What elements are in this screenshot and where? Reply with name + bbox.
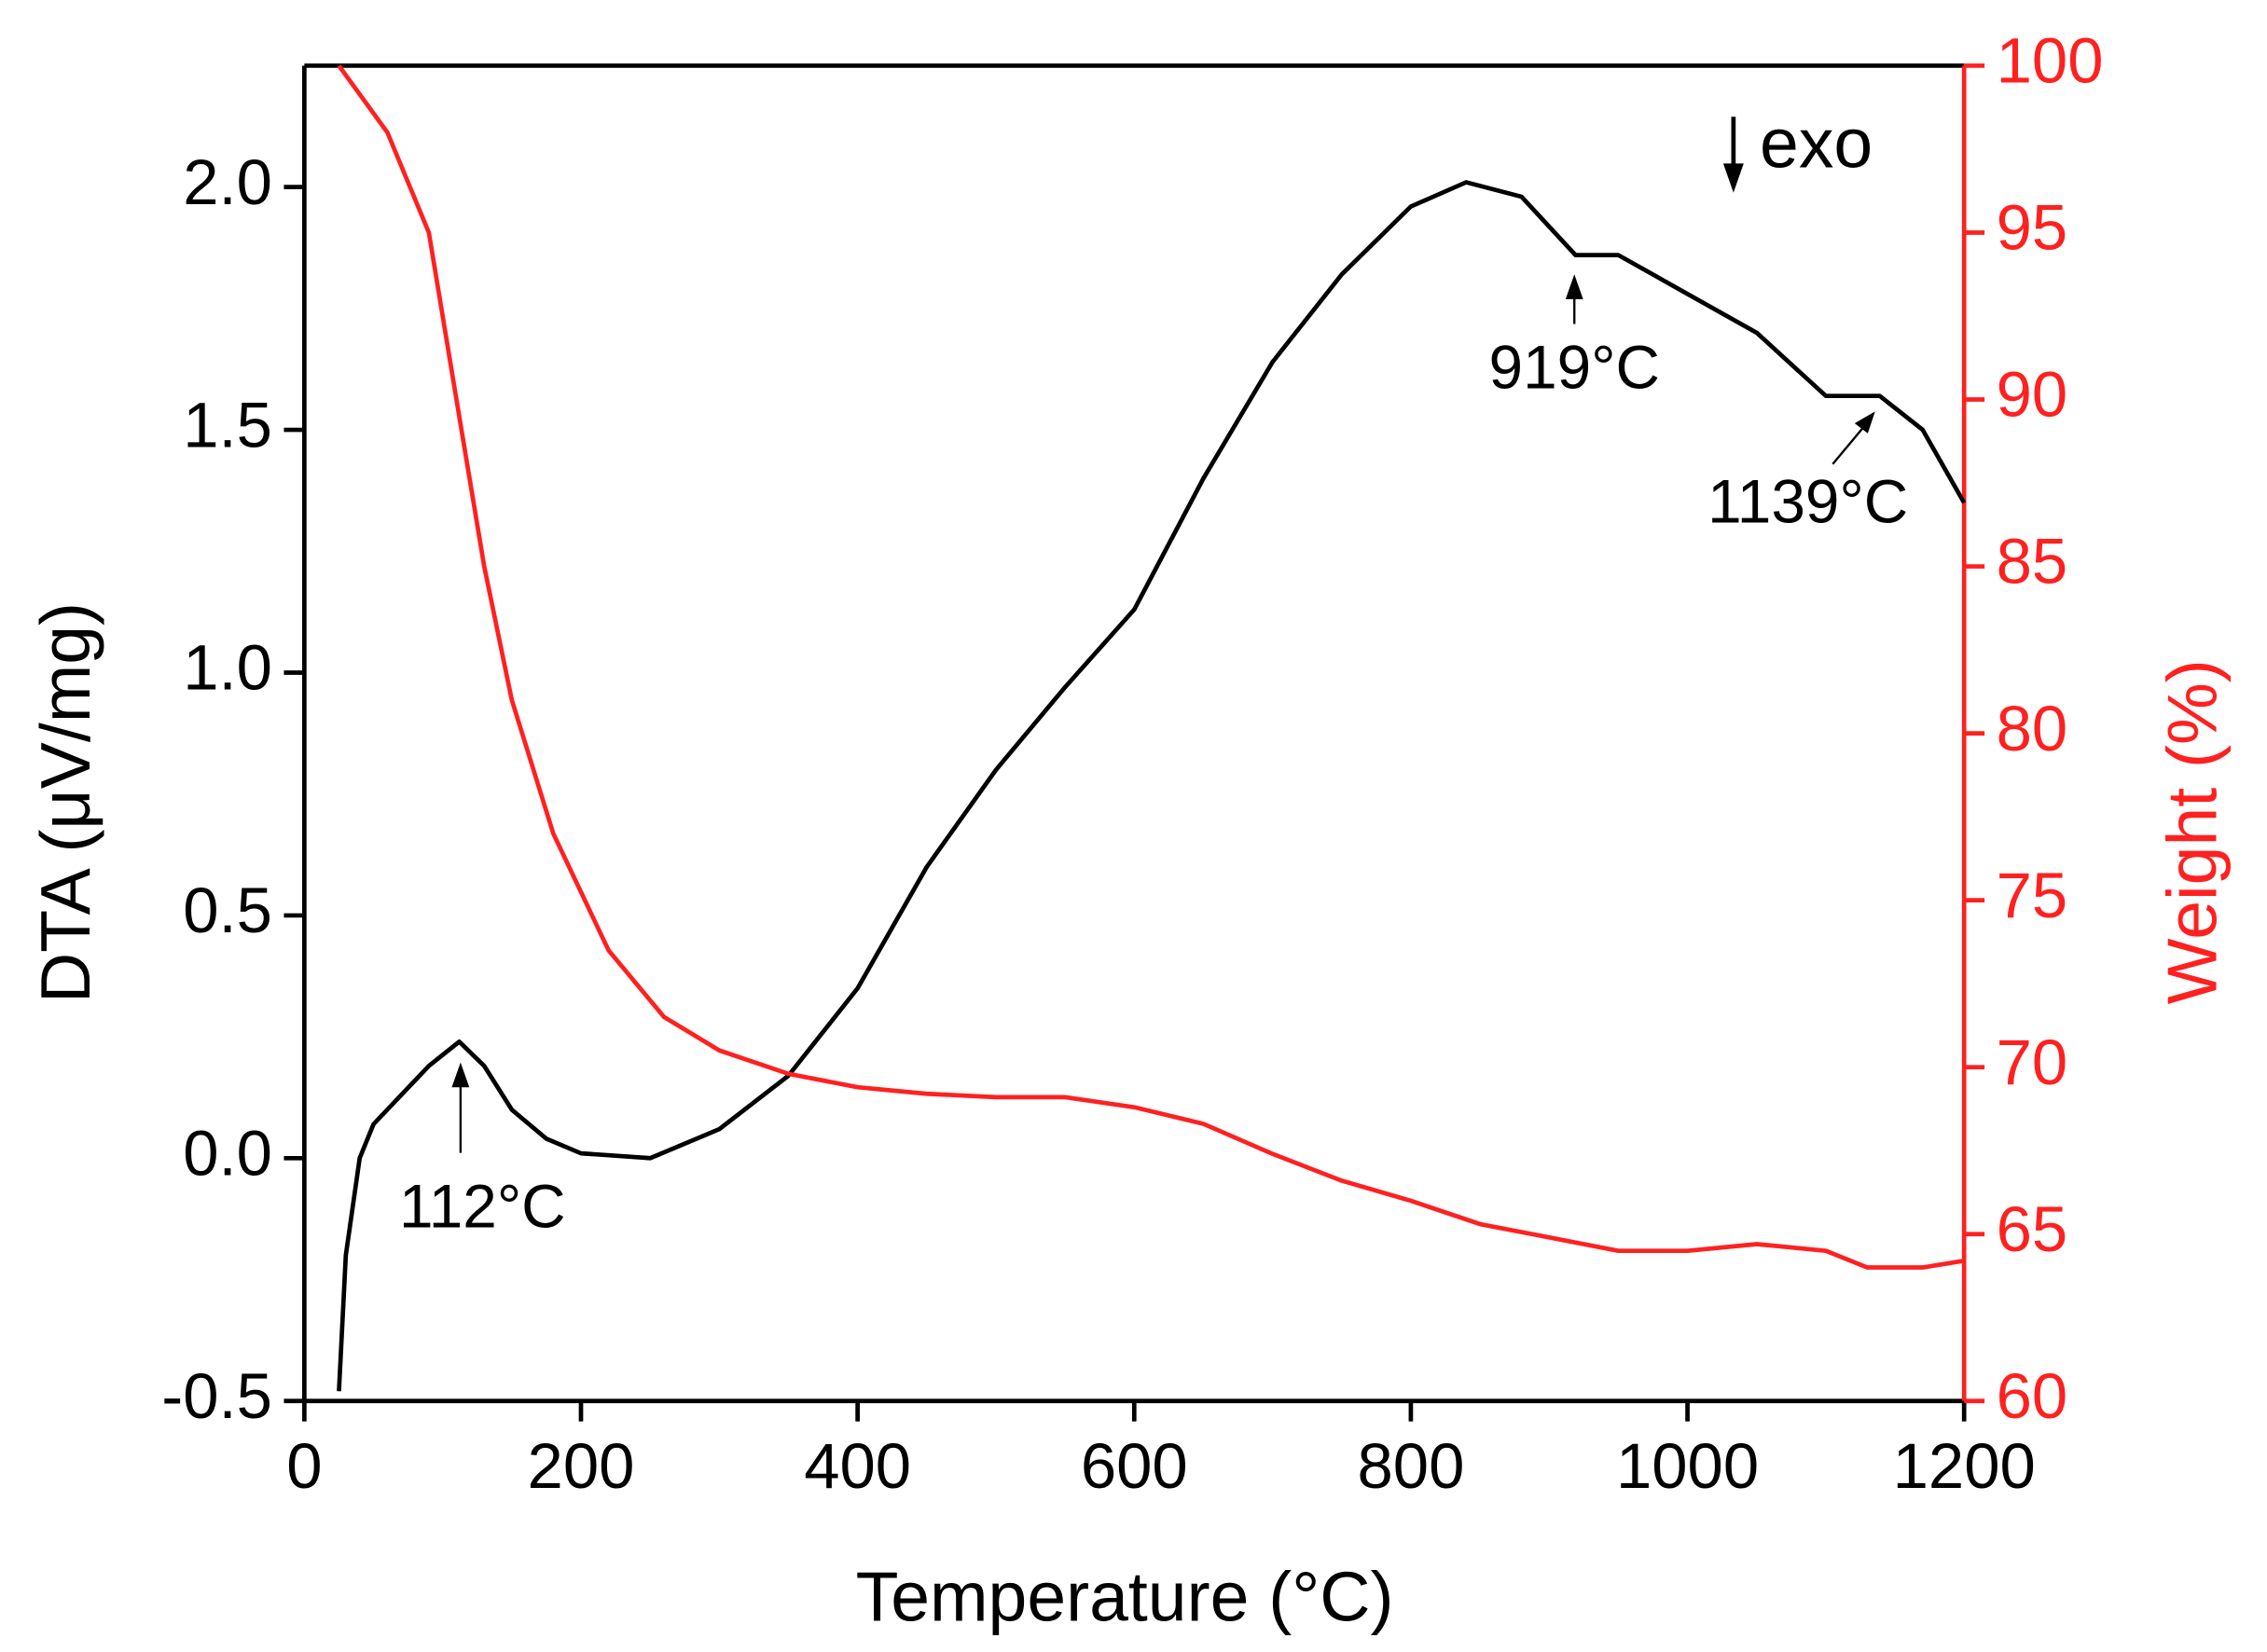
y2-tick-label: 85 bbox=[1997, 526, 2068, 598]
y-tick-label: 0.5 bbox=[183, 874, 272, 946]
y2-tick-label: 60 bbox=[1997, 1360, 2068, 1432]
y-tick-label: 2.0 bbox=[183, 146, 272, 218]
annotation-arrowhead bbox=[451, 1062, 470, 1088]
y2-tick-label: 95 bbox=[1997, 192, 2068, 264]
annotation: exo bbox=[1760, 104, 1873, 183]
y2-tick-label: 90 bbox=[1997, 359, 2068, 431]
exo-arrowhead bbox=[1722, 163, 1744, 193]
y2-tick-label: 100 bbox=[1997, 25, 2104, 97]
annotation: 919°C bbox=[1489, 333, 1660, 402]
x-tick-label: 400 bbox=[804, 1430, 911, 1502]
y-tick-label: 1.0 bbox=[183, 632, 272, 704]
y2-tick-label: 75 bbox=[1997, 860, 2068, 931]
x-tick-label: 0 bbox=[286, 1430, 322, 1502]
data-line bbox=[337, 180, 1967, 1392]
annotation: 112°C bbox=[399, 1172, 566, 1241]
x-tick-label: 600 bbox=[1081, 1430, 1188, 1502]
y-tick-label: 1.5 bbox=[183, 389, 272, 461]
x-tick-label: 1200 bbox=[1893, 1430, 2036, 1502]
data-line bbox=[337, 64, 1965, 1270]
y2-tick-label: 80 bbox=[1997, 693, 2068, 764]
y2-tick-label: 65 bbox=[1997, 1193, 2068, 1265]
annotation-arrowhead bbox=[1854, 411, 1875, 434]
x-tick-label: 1000 bbox=[1616, 1430, 1759, 1502]
y-axis-title: DTA (μV/mg) bbox=[26, 602, 104, 1003]
y-tick-label: -0.5 bbox=[161, 1360, 272, 1432]
y2-axis-title: Weight (%) bbox=[2152, 659, 2231, 1004]
annotation-arrowhead bbox=[1565, 274, 1583, 299]
y-tick-label: 0.0 bbox=[183, 1118, 272, 1190]
x-axis-title: Temperature (°C) bbox=[856, 1558, 1394, 1636]
y2-tick-label: 70 bbox=[1997, 1026, 2068, 1098]
x-tick-label: 200 bbox=[528, 1430, 635, 1502]
annotations: 112°C 919°C 1139°C exo bbox=[399, 104, 1908, 1241]
x-tick-label: 800 bbox=[1357, 1430, 1464, 1502]
annotation: 1139°C bbox=[1707, 467, 1908, 536]
